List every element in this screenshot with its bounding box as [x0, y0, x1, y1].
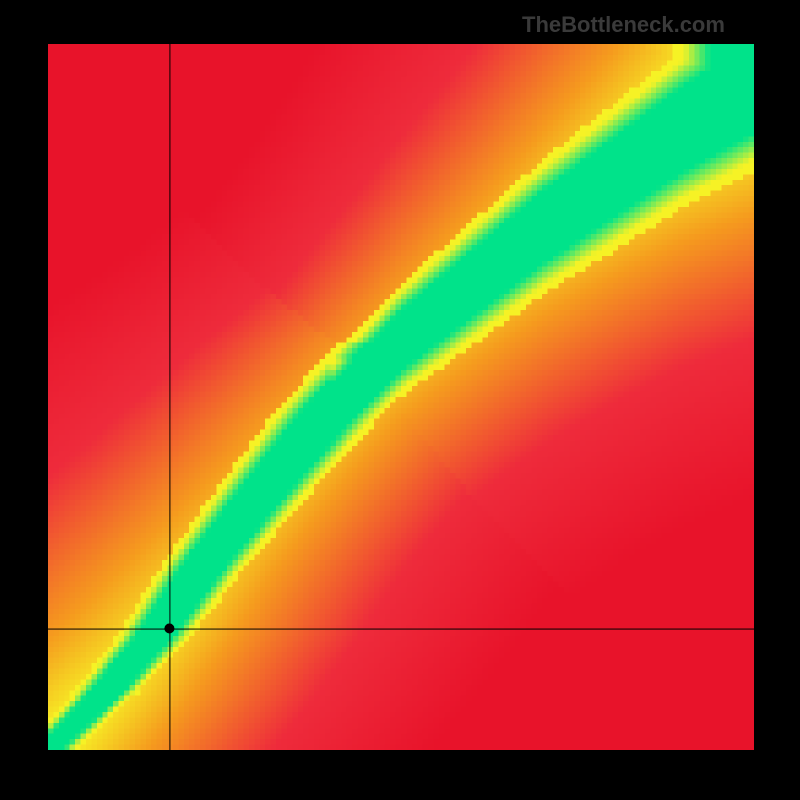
crosshair-overlay: [48, 44, 754, 750]
watermark-text: TheBottleneck.com: [522, 12, 725, 38]
heatmap-container: [48, 44, 754, 750]
